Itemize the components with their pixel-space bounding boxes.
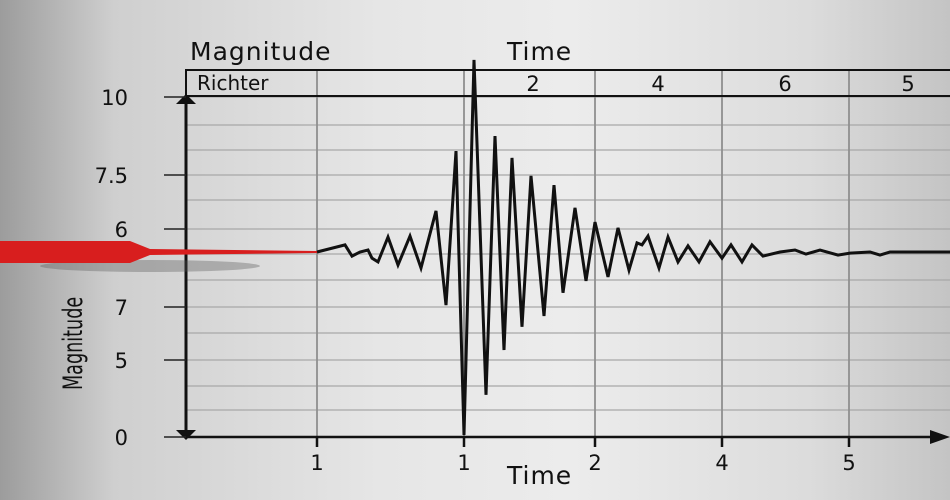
y-tick-label: 7	[115, 296, 128, 320]
x-tick-label: 1	[457, 451, 470, 475]
band-tick-label: 2	[526, 72, 539, 96]
y-tick-label: 7.5	[95, 164, 128, 188]
y-axis-label: Magnitude	[58, 297, 89, 390]
chart-title-time: Time	[506, 37, 572, 66]
x-tick-label: 5	[842, 451, 855, 475]
band-tick-label: 5	[901, 72, 914, 96]
band-tick-label: 6	[778, 72, 791, 96]
y-tick-label: 6	[115, 218, 128, 242]
band-label-richter: Richter	[197, 71, 269, 95]
chart-title-magnitude: Magnitude	[190, 37, 331, 66]
y-tick-label: 5	[115, 349, 128, 373]
band-tick-label: 4	[651, 72, 664, 96]
x-tick-label: 4	[715, 451, 728, 475]
x-axis-label: Time	[506, 461, 572, 490]
needle	[0, 241, 317, 263]
richter-band	[185, 69, 950, 97]
x-tick-label: 1	[310, 451, 323, 475]
x-tick-label: 2	[588, 451, 601, 475]
x-axis-arrow	[930, 430, 950, 444]
y-axis-arrow-down	[176, 430, 196, 440]
y-tick-label: 0	[115, 426, 128, 450]
seismic-trace	[316, 59, 950, 436]
y-axis-arrow-up	[176, 94, 196, 104]
y-tick-label: 10	[101, 86, 128, 110]
